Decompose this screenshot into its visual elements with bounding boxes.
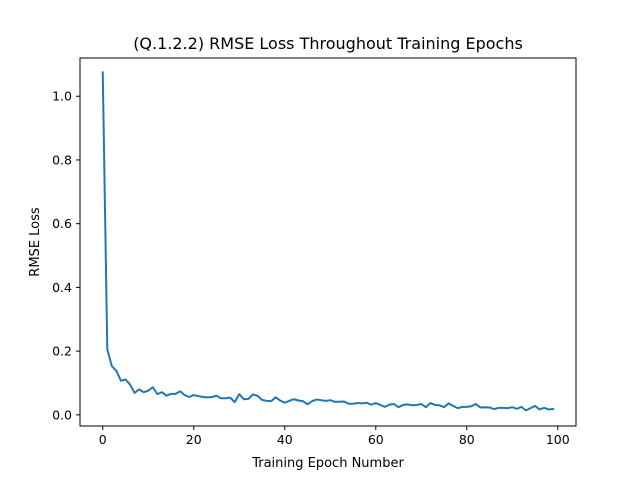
y-tick-label: 0.2 bbox=[52, 344, 72, 359]
y-tick-label: 0.4 bbox=[52, 280, 72, 295]
x-tick-label: 0 bbox=[99, 432, 107, 447]
y-tick-label: 0.0 bbox=[52, 407, 72, 422]
plot-area: 0 20 40 60 80 100 0.0 0.2 0.4 0.6 0.8 1.0 bbox=[52, 57, 577, 447]
x-tick-label: 80 bbox=[459, 432, 475, 447]
loss-series-line bbox=[101, 71, 555, 412]
x-tick-label: 40 bbox=[277, 432, 293, 447]
y-axis-label: RMSE Loss bbox=[28, 207, 43, 277]
x-tick-label: 60 bbox=[368, 432, 384, 447]
y-axis: 0.0 0.2 0.4 0.6 0.8 1.0 bbox=[52, 89, 80, 422]
y-tick-label: 0.6 bbox=[52, 216, 72, 231]
y-tick-label: 0.8 bbox=[52, 152, 72, 167]
y-tick-label: 1.0 bbox=[52, 89, 72, 104]
chart-title: (Q.1.2.2) RMSE Loss Throughout Training … bbox=[133, 34, 523, 53]
plot-frame bbox=[79, 57, 577, 427]
x-axis: 0 20 40 60 80 100 bbox=[99, 426, 570, 447]
x-tick-label: 20 bbox=[186, 432, 202, 447]
x-tick-label: 100 bbox=[546, 432, 570, 447]
x-axis-label: Training Epoch Number bbox=[251, 456, 404, 471]
